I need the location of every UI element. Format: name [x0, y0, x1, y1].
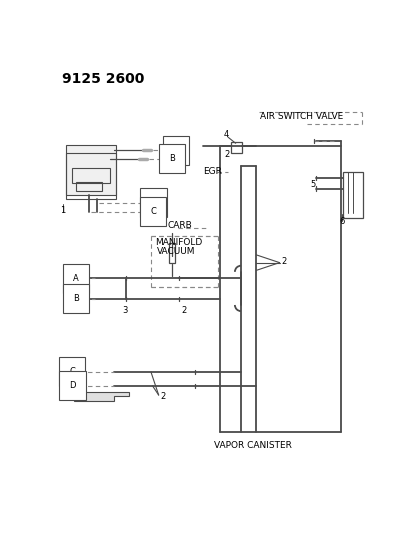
- Bar: [231, 142, 242, 152]
- Text: AIR SWITCH VALVE: AIR SWITCH VALVE: [260, 112, 344, 121]
- Text: VACUUM: VACUUM: [157, 247, 196, 256]
- Bar: [344, 172, 363, 218]
- Text: 2: 2: [160, 392, 166, 401]
- Text: 2: 2: [224, 150, 229, 159]
- Bar: [76, 182, 102, 191]
- Bar: [169, 244, 175, 263]
- Bar: [66, 145, 116, 195]
- Bar: [72, 168, 110, 183]
- Text: 2: 2: [182, 306, 187, 315]
- Text: MANIFOLD: MANIFOLD: [155, 238, 202, 247]
- Bar: [66, 152, 116, 199]
- Text: 9125 2600: 9125 2600: [62, 72, 144, 86]
- Text: CARB: CARB: [168, 221, 193, 230]
- Text: D: D: [69, 381, 76, 390]
- Polygon shape: [74, 392, 129, 401]
- Text: A: A: [73, 273, 79, 282]
- Text: 2: 2: [282, 257, 287, 266]
- Text: C: C: [150, 207, 156, 216]
- Text: 5: 5: [310, 180, 316, 189]
- Text: C: C: [69, 367, 75, 376]
- Text: B: B: [169, 154, 175, 163]
- Text: 3: 3: [122, 306, 128, 315]
- Text: 6: 6: [339, 217, 345, 227]
- Text: A: A: [173, 146, 179, 155]
- Text: 4: 4: [224, 130, 229, 139]
- Text: VAPOR CANISTER: VAPOR CANISTER: [214, 441, 292, 450]
- Text: B: B: [73, 294, 79, 303]
- Text: D: D: [150, 198, 157, 207]
- Text: 1: 1: [60, 206, 65, 215]
- Text: EGR: EGR: [203, 167, 222, 176]
